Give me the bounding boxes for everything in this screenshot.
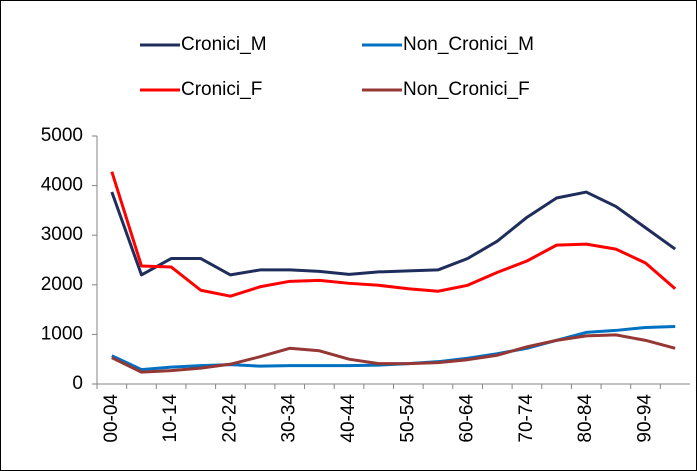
x-tick-label: 10-14	[160, 394, 181, 443]
series-line	[110, 171, 677, 298]
legend-label: Cronici_M	[181, 34, 267, 55]
y-tick-label: 4000	[41, 175, 83, 196]
x-tick-label: 00-04	[101, 394, 122, 443]
legend-label: Cronici_F	[181, 79, 262, 100]
y-tick-label: 3000	[41, 224, 83, 245]
x-tick-label: 50-54	[397, 394, 418, 443]
y-tick-label: 2000	[41, 274, 83, 295]
y-tick-label: 5000	[41, 125, 83, 146]
series-line	[110, 190, 677, 277]
series-line	[111, 333, 676, 374]
x-tick-label: 90-94	[635, 394, 656, 443]
x-tick-label: 60-64	[457, 394, 478, 443]
x-tick-label: 70-74	[516, 394, 537, 443]
y-tick-label: 0	[72, 373, 83, 394]
x-tick-label: 30-34	[279, 394, 300, 443]
x-tick-label: 80-84	[575, 394, 596, 443]
legend-label: Non_Cronici_M	[403, 34, 534, 55]
y-tick-label: 1000	[41, 323, 83, 344]
legend-label: Non_Cronici_F	[403, 79, 530, 100]
x-tick-label: 40-44	[338, 394, 359, 443]
x-tick-label: 20-24	[219, 394, 240, 443]
